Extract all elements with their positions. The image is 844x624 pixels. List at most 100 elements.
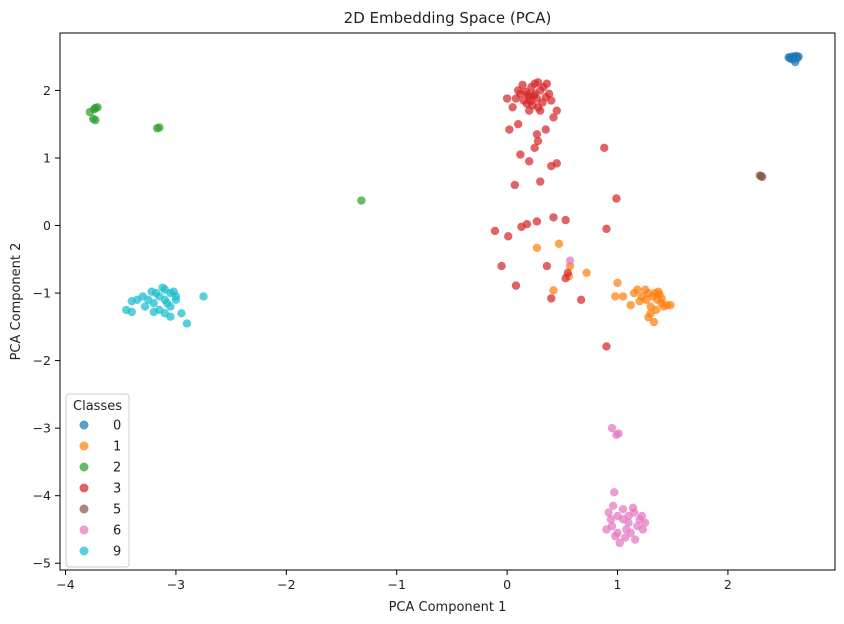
data-point [657,294,666,303]
data-point [552,106,561,115]
data-point [561,273,570,283]
data-point [644,313,653,322]
series-9 [122,283,208,328]
data-point [544,89,554,98]
y-tick-label: 1 [43,150,51,165]
data-point [576,295,586,305]
y-axis-ticks: −5 −4 −3 −2 −1 0 1 2 [33,83,60,571]
x-axis-label: PCA Component 1 [389,600,507,615]
legend-label: 2 [113,461,121,476]
data-point [158,283,167,292]
data-point [505,125,514,134]
data-point [91,115,100,125]
data-point [127,296,136,306]
data-point [518,80,527,90]
legend-label: 1 [113,440,121,455]
y-tick-label: −5 [33,556,51,571]
chart-title: 2D Embedding Space (PCA) [344,9,552,27]
data-point [549,113,558,122]
series-6 [565,256,650,548]
data-point [357,196,366,205]
data-point [530,143,539,153]
data-point [602,342,611,351]
series-1 [532,239,675,327]
y-tick-label: 0 [43,218,51,233]
data-point [633,285,642,294]
data-point [618,292,628,301]
data-point [199,292,208,301]
data-points [85,51,803,548]
data-point [640,285,650,294]
series-5 [755,171,767,182]
data-point [621,533,630,542]
data-point [630,535,640,544]
legend-marker [79,420,89,430]
data-point [140,302,150,311]
data-point [624,511,633,521]
legend-marker [79,441,89,451]
data-point [162,298,172,308]
data-point [542,261,552,271]
data-point [542,79,552,88]
data-point [149,307,159,317]
data-point [604,508,613,517]
data-point [602,224,611,234]
x-tick-label: −1 [387,577,405,592]
series-3 [490,78,621,351]
y-tick-label: −3 [33,421,51,436]
y-tick-label: 2 [43,83,51,98]
data-point [549,213,558,222]
data-point [532,130,542,139]
series-0 [784,51,803,67]
x-tick-label: −3 [167,577,185,592]
data-point [611,292,620,301]
data-point [127,307,136,317]
data-point [533,78,543,87]
plot-area [59,32,836,571]
data-point [654,287,663,296]
data-point [640,518,650,527]
legend: Classes 0 1 2 3 5 6 9 [65,393,130,568]
data-point [613,528,622,538]
data-point [526,97,535,106]
data-point [532,217,542,226]
data-point [182,319,192,328]
data-point [516,150,525,159]
data-point [533,136,543,146]
data-point [536,106,545,115]
legend-label: 5 [113,503,121,518]
data-point [497,261,506,271]
data-point [607,423,617,433]
data-point [152,124,162,133]
legend-label: 9 [113,545,121,560]
data-point [508,103,517,112]
data-point [552,159,561,168]
legend-box [65,393,130,568]
x-tick-label: 1 [614,577,622,592]
legend-marker [79,504,89,514]
data-point [523,90,533,99]
data-point [642,295,651,305]
data-point [549,286,558,295]
data-point [628,503,638,513]
x-axis-ticks: −4 −3 −2 −1 0 1 2 [56,570,732,592]
series-2 [85,103,366,205]
data-point [624,518,633,527]
x-tick-label: 0 [503,577,511,592]
data-point [561,215,570,225]
legend-marker [79,546,89,556]
data-point [547,96,556,105]
data-point [511,94,521,103]
legend-label: 3 [113,482,121,497]
data-point [177,309,186,318]
data-point [618,505,628,514]
data-point [541,125,550,134]
data-point [490,226,500,236]
data-point [606,515,616,524]
data-point [554,239,564,248]
data-point [614,429,623,438]
data-point [171,295,181,305]
data-point [504,232,513,241]
y-tick-label: −1 [33,286,51,301]
